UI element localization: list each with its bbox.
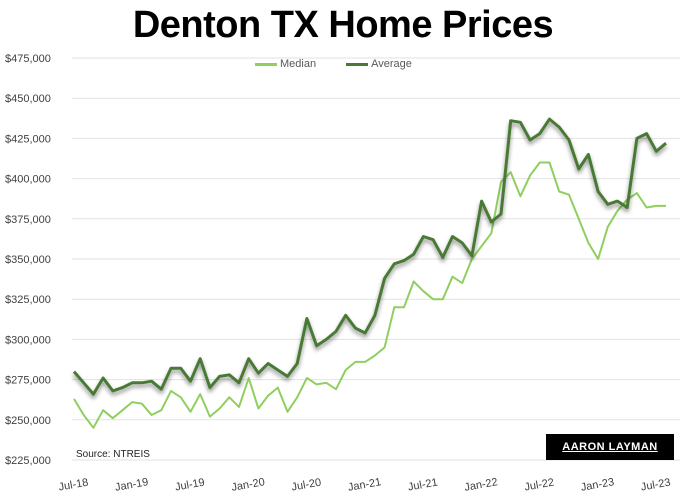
x-tick-label: Jan-23 <box>580 476 615 494</box>
y-tick-label: $450,000 <box>5 93 51 105</box>
y-tick-label: $250,000 <box>5 415 51 427</box>
chart-legend: Median Average <box>255 58 412 70</box>
y-axis: $225,000 $250,000 $275,000 $300,000 $325,000… <box>5 53 51 467</box>
x-tick-label: Jul-20 <box>291 477 323 494</box>
legend-item-median: Median <box>255 58 316 70</box>
x-tick-label: Jul-19 <box>174 477 206 494</box>
chart-title: Denton TX Home Prices <box>132 4 554 46</box>
brand-logo: AARON LAYMAN <box>546 434 674 460</box>
gridlines <box>72 57 680 461</box>
x-tick-label: Jul-21 <box>407 477 439 494</box>
y-tick-label: $475,000 <box>5 53 51 65</box>
x-tick-label: Jan-20 <box>231 476 266 494</box>
series-line-average <box>72 117 667 396</box>
x-tick-label: Jan-22 <box>463 476 498 494</box>
y-tick-label: $225,000 <box>5 455 51 467</box>
y-tick-label: $350,000 <box>5 254 51 266</box>
legend-swatch-median <box>255 62 277 66</box>
x-tick-label: Jan-19 <box>114 476 149 494</box>
y-tick-label: $425,000 <box>5 133 51 145</box>
x-tick-label: Jul-18 <box>58 477 90 494</box>
y-tick-label: $375,000 <box>5 214 51 226</box>
y-tick-label: $275,000 <box>5 375 51 387</box>
legend-swatch-average <box>346 62 369 66</box>
x-axis: Jul-18 Jan-19 Jul-19 Jan-20 Jul-20 Jan-21 Jul-… <box>58 476 672 494</box>
y-tick-label: $325,000 <box>5 294 51 306</box>
series-line-median <box>73 161 666 429</box>
y-tick-label: $400,000 <box>5 174 51 186</box>
x-tick-label: Jul-23 <box>640 477 672 494</box>
x-tick-label: Jul-22 <box>524 477 556 494</box>
series-lines <box>72 117 667 429</box>
y-tick-label: $300,000 <box>5 334 51 346</box>
brand-logo-text: AARON LAYMAN <box>562 441 658 453</box>
x-tick-label: Jan-21 <box>347 476 382 494</box>
source-note: Source: NTREIS <box>76 449 150 460</box>
legend-label-median: Median <box>280 58 317 70</box>
legend-item-average: Average <box>346 58 412 70</box>
legend-label-average: Average <box>371 58 412 70</box>
